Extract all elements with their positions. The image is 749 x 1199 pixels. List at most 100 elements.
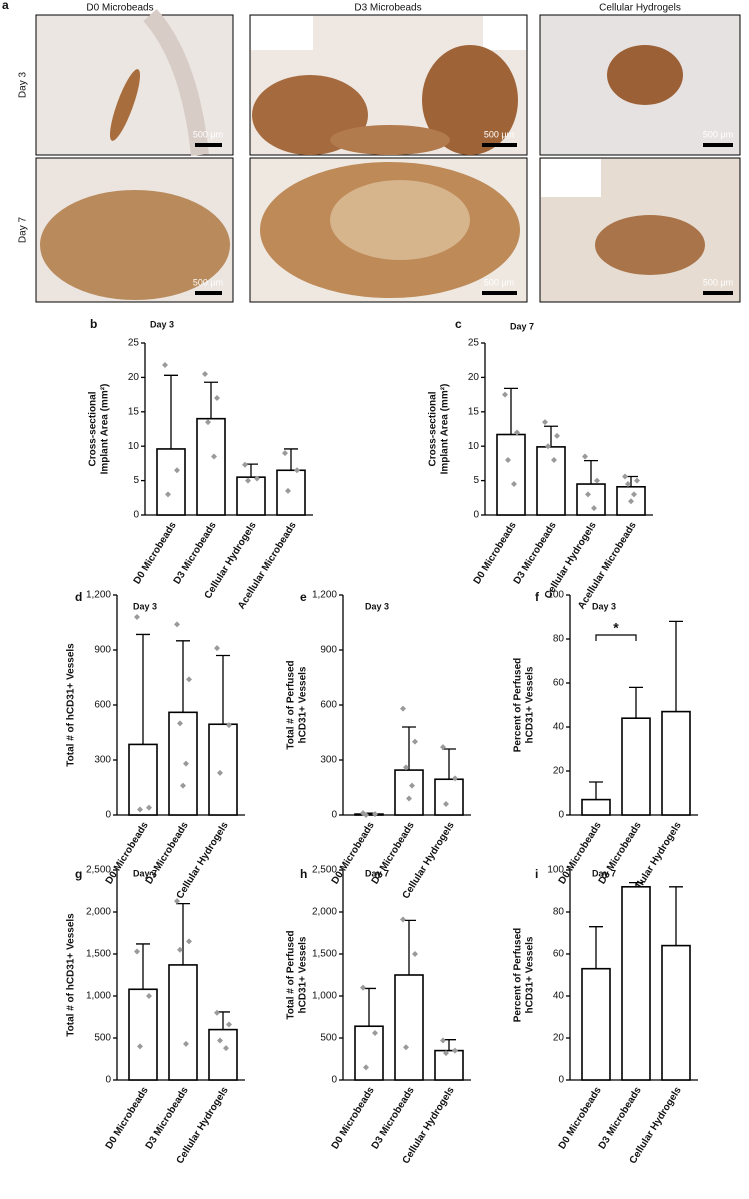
x-tick-label: D0 Microbeads xyxy=(132,520,179,587)
bar xyxy=(661,710,691,816)
data-point xyxy=(412,738,418,745)
data-point xyxy=(211,453,217,460)
data-point xyxy=(452,775,458,782)
y-tick-label: 300 xyxy=(320,755,337,766)
data-point xyxy=(582,453,588,460)
data-point xyxy=(585,491,591,498)
error-bar xyxy=(164,374,178,449)
chart-title: Day 7 xyxy=(592,868,616,878)
data-point xyxy=(409,782,415,789)
x-tick-label: D3 Microbeads xyxy=(144,1085,191,1152)
data-point xyxy=(226,1021,232,1028)
data-point xyxy=(174,621,180,628)
error-bar xyxy=(402,919,416,975)
y-axis-label: Implant Area (mm²) xyxy=(440,384,451,475)
micrograph xyxy=(249,14,528,156)
y-tick-label: 0 xyxy=(105,1075,111,1086)
y-tick-label: 600 xyxy=(94,700,111,711)
y-tick-label: 25 xyxy=(128,338,140,349)
data-point xyxy=(634,477,640,484)
error-bar xyxy=(362,987,376,1027)
y-tick-label: 5 xyxy=(473,475,479,486)
data-point xyxy=(363,1064,369,1071)
y-tick-label: 80 xyxy=(553,634,565,645)
chart-title: Day 3 xyxy=(150,319,174,329)
y-tick-label: 40 xyxy=(553,722,565,733)
bar xyxy=(208,1028,238,1081)
panel-label: e xyxy=(300,590,307,604)
x-tick-label: D3 Microbeads xyxy=(597,1085,644,1152)
y-tick-label: 60 xyxy=(553,678,565,689)
chart-title: Day 3 xyxy=(133,601,157,611)
data-point xyxy=(285,487,291,494)
bar xyxy=(276,469,306,516)
data-point xyxy=(162,362,168,369)
error-bar xyxy=(176,640,190,713)
data-point xyxy=(452,1047,458,1054)
bar xyxy=(208,723,238,816)
y-tick-label: 2,500 xyxy=(86,865,111,876)
y-tick-label: 1,000 xyxy=(86,991,111,1002)
y-axis-label: Total # of Perfused xyxy=(286,660,297,749)
y-tick-label: 900 xyxy=(94,645,111,656)
data-point xyxy=(440,744,446,751)
data-point xyxy=(511,481,517,488)
data-point xyxy=(137,806,143,813)
data-point xyxy=(180,782,186,789)
y-axis-label: hCD31+ Vessels xyxy=(525,666,536,743)
y-tick-label: 20 xyxy=(553,1033,565,1044)
bar xyxy=(434,778,464,816)
data-point xyxy=(214,395,220,402)
y-tick-label: 80 xyxy=(553,907,565,918)
y-tick-label: 2,500 xyxy=(312,865,337,876)
bar xyxy=(536,446,566,516)
column-title: Cellular Hydrogels xyxy=(599,3,681,14)
data-point xyxy=(372,1029,378,1036)
y-tick-label: 0 xyxy=(473,510,479,521)
bar xyxy=(581,798,611,816)
error-bar xyxy=(284,448,298,471)
scale-bar: 500 μm 500 μm 500 μm 500 μm 500 μm 500 μ… xyxy=(193,129,733,295)
y-tick-label: 100 xyxy=(547,865,564,876)
data-point xyxy=(502,391,508,398)
bar xyxy=(354,813,384,816)
row-label: Day 7 xyxy=(18,217,29,244)
error-bar xyxy=(629,686,643,719)
micrograph xyxy=(35,9,234,156)
error-bar xyxy=(402,726,416,771)
panel-label: f xyxy=(535,590,540,604)
y-tick-label: 25 xyxy=(468,338,480,349)
data-point xyxy=(186,676,192,683)
bar xyxy=(128,988,158,1081)
y-tick-label: 10 xyxy=(128,441,140,452)
y-tick-label: 1,200 xyxy=(86,590,111,601)
column-title: D0 Microbeads xyxy=(86,3,153,14)
data-point xyxy=(551,456,557,463)
data-point xyxy=(412,951,418,957)
data-point xyxy=(202,370,208,377)
data-point xyxy=(177,720,183,727)
y-tick-label: 15 xyxy=(468,406,480,417)
error-bar xyxy=(442,748,456,780)
data-point xyxy=(134,614,140,620)
chart-title: Day 3 xyxy=(592,601,616,611)
bar xyxy=(576,483,606,516)
error-bar xyxy=(589,926,603,969)
data-point xyxy=(406,795,412,802)
data-point xyxy=(622,473,628,480)
data-point xyxy=(400,916,406,923)
data-point xyxy=(242,461,248,468)
micrograph xyxy=(539,14,741,156)
y-tick-label: 100 xyxy=(547,590,564,601)
y-tick-label: 40 xyxy=(553,991,565,1002)
data-point xyxy=(183,760,189,767)
data-point xyxy=(403,764,409,771)
bar xyxy=(168,711,198,816)
chart-title: Day 3 xyxy=(365,601,389,611)
bar xyxy=(434,1049,464,1081)
y-axis-label: hCD31+ Vessels xyxy=(525,936,536,1013)
data-point xyxy=(146,993,152,999)
data-point xyxy=(226,722,232,729)
error-bar xyxy=(136,943,150,990)
error-bar xyxy=(589,781,603,800)
